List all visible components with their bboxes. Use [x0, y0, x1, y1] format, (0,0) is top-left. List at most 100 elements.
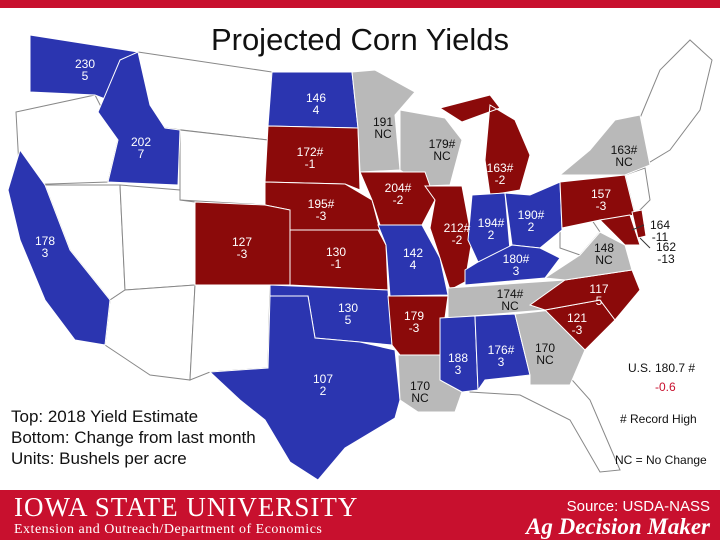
state-yield-new-york: 163#: [611, 143, 638, 157]
state-yield-illinois: 212#: [444, 221, 471, 235]
state-yield-wisconsin: 179#: [429, 137, 456, 151]
state-change-missouri: 4: [410, 258, 417, 272]
state-yield-pennsylvania: 157: [591, 187, 611, 201]
state-change-minnesota: NC: [374, 127, 392, 141]
state-yield-kansas: 130: [326, 245, 346, 259]
state-maryland: [598, 214, 641, 246]
legend-us-label: U.S.: [628, 361, 652, 375]
state-change-maryland: -11: [652, 230, 669, 244]
department-line: Extension and Outreach/Department of Eco…: [14, 522, 323, 537]
state-change-kentucky: 3: [513, 264, 520, 278]
state-texas: [208, 295, 401, 481]
state-yield-california: 178: [35, 234, 55, 248]
state-yield-arkansas: 179: [404, 309, 424, 323]
state-change-colorado: -3: [237, 247, 248, 261]
state-new-york: [558, 114, 651, 176]
state-change-kansas: -1: [331, 257, 342, 271]
state-change-iowa: -2: [393, 193, 404, 207]
ag-decision-maker-brand: Ag Decision Maker: [526, 514, 710, 539]
state-change-ohio: 2: [528, 220, 535, 234]
state-yield-mississippi: 188: [448, 351, 468, 365]
state-michigan: [438, 94, 531, 196]
note-top: Top: 2018 Yield Estimate: [11, 407, 199, 426]
state-change-michigan: -2: [495, 173, 506, 187]
state-yield-maryland: 164: [650, 218, 670, 232]
page-title: Projected Corn Yields: [210, 22, 510, 57]
state-yield-delaware: 162: [656, 240, 676, 254]
state-yield-virginia: 148: [594, 241, 614, 255]
state-florida: [469, 371, 621, 473]
state-change-north-dakota: 4: [313, 103, 320, 117]
state-wisconsin: [399, 109, 463, 187]
state-new-england: [639, 39, 713, 166]
leader-line-delaware: [639, 237, 651, 249]
state-idaho: [97, 51, 181, 186]
state-change-louisiana: NC: [411, 391, 429, 405]
state-yield-alabama: 176#: [488, 343, 515, 357]
state-kansas: [289, 229, 389, 291]
state-yield-south-dakota: 172#: [297, 145, 324, 159]
state-change-south-dakota: -1: [305, 157, 316, 171]
state-wyoming: [179, 129, 269, 206]
state-yield-louisiana: 170: [410, 379, 430, 393]
state-change-georgia: NC: [536, 353, 554, 367]
legend-us-value: 180.7 #: [655, 361, 696, 375]
state-change-texas: 2: [320, 384, 327, 398]
legend-us-change: -0.6: [655, 380, 676, 394]
state-yield-north-dakota: 146: [306, 91, 326, 105]
state-california: [7, 148, 111, 346]
source-credit: Source: USDA-NASS: [566, 498, 710, 515]
state-change-indiana: 2: [488, 228, 495, 242]
state-yield-tennessee: 174#: [497, 287, 524, 301]
state-yield-missouri: 142: [403, 246, 423, 260]
state-yield-north-carolina: 117: [589, 282, 608, 296]
state-change-south-carolina: -3: [572, 323, 583, 337]
state-yield-idaho: 202: [131, 135, 151, 149]
note-units: Units: Bushels per acre: [11, 449, 187, 468]
state-change-mississippi: 3: [455, 363, 462, 377]
university-wordmark: IOWA STATE UNIVERSITY: [14, 492, 359, 522]
state-yield-washington: 230: [75, 57, 95, 71]
map-notes: Top: 2018 Yield Estimate Bottom: Change …: [11, 406, 256, 469]
state-change-delaware: -13: [657, 252, 675, 266]
state-change-oklahoma: 5: [345, 313, 352, 327]
state-delaware: [631, 209, 647, 239]
state-arizona: [104, 284, 196, 381]
state-change-alabama: 3: [498, 355, 505, 369]
state-change-north-carolina: 5: [596, 294, 603, 308]
state-change-tennessee: NC: [501, 299, 519, 313]
state-yield-michigan: 163#: [487, 161, 514, 175]
state-yield-indiana: 194#: [478, 216, 505, 230]
state-yield-texas: 107: [313, 372, 333, 386]
footer-bar: IOWA STATE UNIVERSITY Extension and Outr…: [0, 490, 720, 540]
note-bottom: Bottom: Change from last month: [11, 428, 256, 447]
leader-line-maryland: [631, 224, 645, 231]
state-yield-kentucky: 180#: [503, 252, 530, 266]
state-change-nebraska: -3: [316, 209, 327, 223]
state-alabama: [474, 313, 531, 392]
legend-no-change: NC = No Change: [615, 453, 707, 467]
state-change-california: 3: [42, 246, 49, 260]
top-accent-bar: [0, 0, 720, 8]
state-yield-south-carolina: 121: [567, 311, 587, 325]
state-yield-oklahoma: 130: [338, 301, 358, 315]
state-change-washington: 5: [82, 69, 89, 83]
state-south-dakota: [264, 125, 361, 191]
state-utah: [119, 184, 196, 291]
state-new-mexico: [189, 284, 271, 381]
state-change-virginia: NC: [595, 253, 613, 267]
state-yield-minnesota: 191: [373, 115, 393, 129]
state-change-idaho: 7: [138, 147, 145, 161]
state-yield-ohio: 190#: [518, 208, 545, 222]
state-change-new-york: NC: [615, 155, 633, 169]
state-yield-georgia: 170: [535, 341, 555, 355]
legend-record-high: # Record High: [620, 412, 697, 426]
state-change-illinois: -2: [452, 233, 463, 247]
state-yield-nebraska: 195#: [308, 197, 335, 211]
state-mississippi: [439, 315, 479, 393]
state-change-arkansas: -3: [409, 321, 420, 335]
state-change-pennsylvania: -3: [596, 199, 607, 213]
state-change-wisconsin: NC: [433, 149, 451, 163]
state-minnesota: [351, 69, 416, 173]
